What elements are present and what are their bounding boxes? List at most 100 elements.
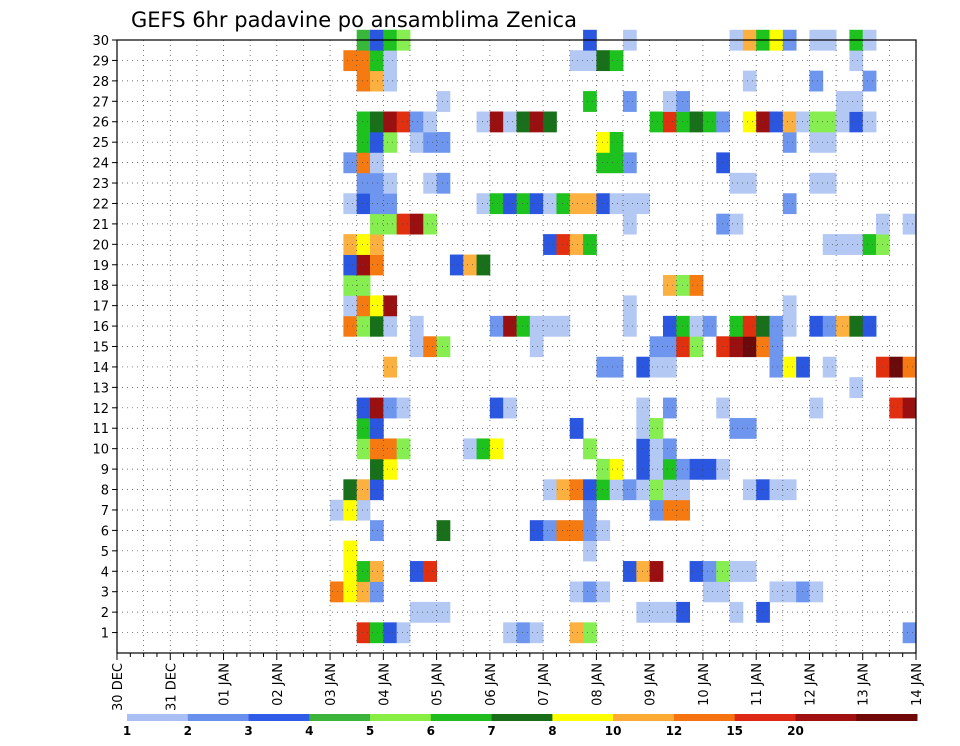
heatmap-cell	[716, 397, 730, 419]
heatmap-cell	[436, 601, 451, 623]
heatmap-cell	[649, 561, 664, 582]
plot-frame	[116, 39, 917, 654]
heatmap-cell	[383, 213, 398, 235]
x-tick-label: 12 JAN	[803, 663, 818, 706]
heatmap-cell	[609, 152, 624, 174]
heatmap-cell	[383, 193, 398, 215]
heatmap-cell	[742, 479, 757, 501]
heatmap-cell	[782, 479, 797, 501]
heatmap-cell	[649, 356, 664, 378]
heatmap-cell	[569, 193, 584, 215]
heatmap-cell	[356, 438, 371, 460]
heatmap-cell	[583, 50, 597, 72]
heatmap-cell	[543, 111, 557, 133]
heatmap-cell	[636, 356, 651, 378]
heatmap-cell	[649, 336, 664, 358]
heatmap-cell	[596, 356, 611, 378]
heatmap-cell	[370, 193, 384, 215]
heatmap-cell	[383, 622, 398, 644]
heatmap-cell	[756, 336, 770, 358]
heatmap-cell	[343, 274, 358, 296]
heatmap-cell	[516, 193, 531, 215]
heatmap-cell	[409, 601, 424, 623]
heatmap-cell	[649, 479, 664, 501]
heatmap-cell	[756, 315, 770, 337]
heatmap-cell	[503, 397, 517, 419]
heatmap-cell	[356, 581, 371, 603]
heatmap-cell	[356, 152, 371, 174]
heatmap-cell	[649, 438, 664, 460]
heatmap-cell	[809, 131, 824, 153]
y-tick-label: 11	[92, 422, 109, 437]
y-tick-label: 3	[101, 586, 109, 601]
y-axis: 1234567891011121314151617181920212223242…	[92, 34, 117, 642]
heatmap-cell	[356, 70, 371, 92]
heatmap-cell	[383, 70, 398, 92]
heatmap-cell	[729, 213, 744, 235]
heatmap-cell	[423, 111, 437, 133]
heatmap-cell	[596, 458, 611, 480]
colorbar-label: 10	[605, 724, 622, 738]
heatmap-cell	[356, 397, 371, 419]
heatmap-cell	[849, 234, 864, 255]
x-tick-label: 07 JAN	[537, 663, 552, 706]
heatmap-cell	[449, 254, 464, 276]
heatmap-cell	[383, 356, 398, 378]
heatmap-cell	[370, 152, 384, 174]
x-tick-label: 08 JAN	[590, 663, 605, 706]
heatmap-cell	[489, 193, 504, 215]
y-tick-label: 14	[92, 361, 109, 376]
heatmap-cell	[596, 152, 611, 174]
heatmap-cell	[343, 540, 358, 562]
y-tick-label: 19	[92, 259, 109, 274]
heatmap-cell	[649, 499, 664, 521]
heatmap-cell	[423, 172, 437, 194]
heatmap-cell	[543, 520, 557, 542]
chart-title: GEFS 6hr padavine po ansamblima Zenica	[131, 8, 577, 32]
heatmap-cell	[782, 295, 797, 317]
y-tick-label: 20	[92, 238, 109, 253]
heatmap-cell	[609, 193, 624, 215]
heatmap-cell	[383, 172, 398, 194]
heatmap-cell	[716, 561, 730, 582]
heatmap-cell	[809, 397, 824, 419]
colorbar-swatch	[127, 714, 189, 721]
heatmap-cell	[689, 274, 704, 296]
heatmap-cell	[662, 336, 677, 358]
heatmap-cell	[596, 581, 611, 603]
x-tick-label: 02 JAN	[271, 663, 286, 706]
y-tick-label: 22	[92, 197, 109, 212]
heatmap-cell	[423, 131, 437, 153]
heatmap-cell	[729, 418, 744, 439]
heatmap-cell	[796, 581, 810, 603]
heatmap-cell	[822, 172, 837, 194]
heatmap-cell	[370, 397, 384, 419]
y-tick-label: 17	[92, 300, 109, 315]
heatmap-cell	[489, 111, 504, 133]
heatmap-cell	[583, 479, 597, 501]
heatmap-cell	[596, 479, 611, 501]
heatmap-cell	[569, 520, 584, 542]
heatmap-cell	[343, 315, 358, 337]
heatmap-cell	[742, 111, 757, 133]
heatmap-cell	[782, 111, 797, 133]
heatmap-cell	[343, 152, 358, 174]
heatmap-cell	[756, 111, 770, 133]
heatmap-cell	[556, 234, 571, 255]
heatmap-cell	[370, 438, 384, 460]
heatmap-cell	[862, 70, 877, 92]
x-tick-label: 13 JAN	[857, 663, 872, 706]
heatmap-cell	[596, 520, 611, 542]
heatmap-cell	[676, 458, 691, 480]
heatmap-cell	[609, 458, 624, 480]
heatmap-cell	[702, 458, 717, 480]
colorbar-swatch	[613, 714, 675, 721]
y-tick-label: 21	[92, 218, 109, 233]
colorbar-label: 8	[548, 724, 556, 738]
y-tick-label: 13	[92, 381, 109, 396]
heatmap-cell	[583, 438, 597, 460]
heatmap-cell	[356, 499, 371, 521]
heatmap-cell	[782, 315, 797, 337]
heatmap-cell	[636, 418, 651, 439]
heatmap-cell	[370, 172, 384, 194]
